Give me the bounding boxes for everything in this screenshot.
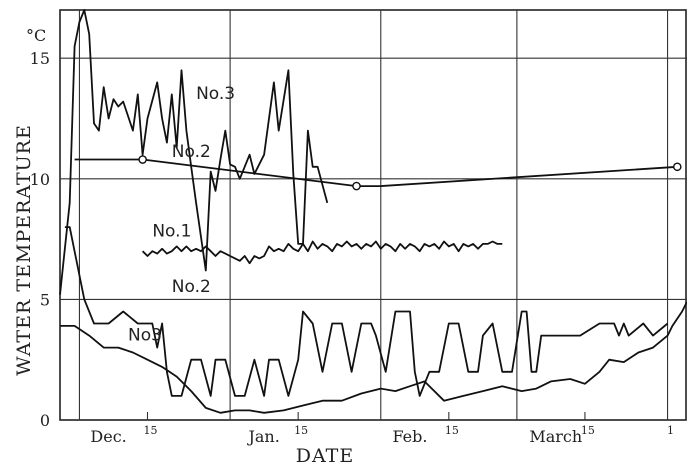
- series-line-1: [59, 9, 329, 295]
- series-label: No.1: [152, 222, 191, 242]
- series-label: No.2: [172, 142, 211, 162]
- y-unit-label: °C: [26, 26, 46, 45]
- x-axis-title: DATE: [296, 445, 354, 465]
- series-labels: No.3 No.2 No.1 No.2 No3: [128, 84, 235, 345]
- series-label: No3: [128, 325, 162, 345]
- y-tick-label: 5: [40, 290, 50, 309]
- series-markers: [138, 155, 682, 191]
- series-marker: [352, 181, 361, 191]
- tick-labels: 0 5 10 15 15 15 15 15 1 Dec. Jan. Feb. March: [30, 49, 674, 446]
- y-tick-label: 15: [30, 49, 50, 68]
- x-tick-label: 15: [581, 424, 595, 437]
- y-tick-label: 10: [30, 170, 50, 189]
- series-label: No.3: [196, 84, 235, 104]
- x-month-label: March: [529, 427, 582, 446]
- series-line-4: [64, 226, 669, 397]
- series-line-5: [60, 301, 687, 414]
- grid: [59, 9, 687, 421]
- y-axis-title: WATER TEMPERATURE: [13, 124, 35, 376]
- x-month-label: Jan.: [246, 427, 279, 446]
- x-tick-label: 1: [667, 424, 674, 437]
- series-line-3: [141, 240, 503, 265]
- x-month-label: Dec.: [90, 427, 126, 446]
- series-marker: [672, 162, 682, 172]
- series-marker: [138, 155, 147, 164]
- x-tick-label: 15: [294, 424, 308, 437]
- series-label: No.2: [172, 277, 211, 297]
- x-tick-label: 15: [143, 424, 157, 437]
- x-month-label: Feb.: [392, 427, 427, 446]
- y-tick-label: 0: [40, 411, 50, 430]
- plot-frame: [59, 9, 687, 421]
- series-lines: [59, 9, 687, 414]
- x-tick-label: 15: [445, 424, 459, 437]
- series-line-2: [74, 158, 678, 188]
